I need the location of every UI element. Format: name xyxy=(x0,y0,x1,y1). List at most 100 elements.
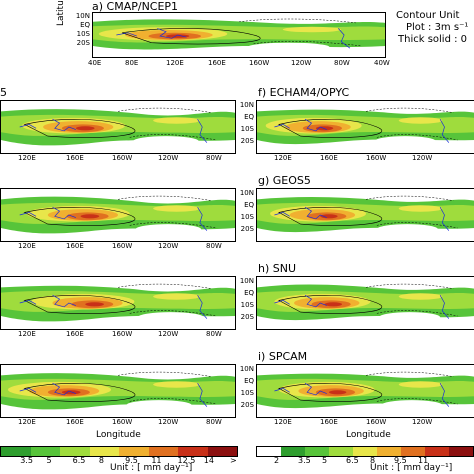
x-tick: 120W xyxy=(412,418,433,426)
coastline xyxy=(440,207,449,230)
contour-dashed xyxy=(377,223,458,228)
precip-itcz xyxy=(153,381,200,388)
x-tick: 160E xyxy=(320,154,338,162)
coastline xyxy=(20,119,76,131)
coastline xyxy=(198,383,207,406)
colorbar-swatch xyxy=(329,447,353,456)
contour-dashed xyxy=(118,196,212,201)
dry-region xyxy=(379,312,441,323)
lat-tick: 10S xyxy=(240,389,254,397)
x-tick: 160W xyxy=(112,418,133,426)
x-tick: 120W xyxy=(412,154,433,162)
x-tick: 40E xyxy=(88,59,102,67)
contour-dashed xyxy=(377,399,458,404)
lat-tick: 20S xyxy=(240,313,254,321)
lat-tick: EQ xyxy=(80,21,90,29)
x-tick: 160E xyxy=(66,242,84,250)
x-tick: 160E xyxy=(66,154,84,162)
lat-tick: 10S xyxy=(240,213,254,221)
x-tick: 160W xyxy=(366,154,387,162)
colorbar-left xyxy=(0,446,238,457)
map-panel-c xyxy=(0,188,236,242)
x-tick: 160W xyxy=(112,330,133,338)
colorbar-tick-label: 5 xyxy=(322,456,328,465)
colorbar-tick-label: 8 xyxy=(370,456,376,465)
unit-label-left: Unit : [ mm day⁻¹] xyxy=(110,463,193,473)
x-tick: 120E xyxy=(274,154,292,162)
x-tick: 120W xyxy=(291,59,312,67)
colorbar-tick-label: 6.5 xyxy=(346,456,359,465)
x-tick: 120E xyxy=(18,242,36,250)
contour-dashed xyxy=(377,311,458,316)
dry-region xyxy=(420,105,465,113)
dry-region xyxy=(176,281,224,289)
map-panel-b xyxy=(0,100,236,154)
colorbar-tick-label: 11 xyxy=(151,456,162,465)
colorbar-swatch xyxy=(119,447,149,456)
dry-region xyxy=(420,369,465,377)
contour-dashed xyxy=(118,372,212,377)
coastline xyxy=(440,119,449,142)
coastline xyxy=(338,28,350,48)
contour-solid xyxy=(24,383,135,401)
contour-solid xyxy=(279,207,382,225)
colorbar-tick-label: 3.5 xyxy=(298,456,311,465)
x-tick: 80E xyxy=(125,59,139,67)
dry-region xyxy=(176,369,224,377)
contour-note-line: Plot : 3m s⁻¹ xyxy=(406,22,469,33)
dry-region xyxy=(135,224,202,235)
lat-tick: 10S xyxy=(240,301,254,309)
dry-region xyxy=(176,105,224,113)
map-panel-i xyxy=(256,364,474,418)
panel-title-f: f) ECHAM4/OPYC xyxy=(258,86,350,99)
map-panel-d xyxy=(0,276,236,330)
colorbar-swatch xyxy=(148,447,178,456)
dry-region xyxy=(126,400,192,411)
x-tick: 120W xyxy=(158,242,179,250)
contour-dashed xyxy=(130,399,217,404)
map-panel-a xyxy=(92,12,386,58)
x-tick: 40W xyxy=(374,59,390,67)
coastline xyxy=(20,295,76,307)
contour-dashed xyxy=(366,372,453,377)
dry-region xyxy=(420,193,465,201)
x-tick: 160W xyxy=(112,154,133,162)
contour-solid xyxy=(279,295,382,313)
x-tick: 120E xyxy=(18,418,36,426)
colorbar-swatch xyxy=(257,447,281,456)
x-tick: 120E xyxy=(18,330,36,338)
colorbar-tick-label: > xyxy=(230,456,237,465)
x-axis-label: Longitude xyxy=(346,430,391,440)
x-tick: 160W xyxy=(249,59,270,67)
x-tick: 160E xyxy=(66,418,84,426)
dry-region xyxy=(381,400,443,411)
x-tick: 120W xyxy=(158,418,179,426)
precip-itcz xyxy=(153,117,200,124)
panel-title-g: g) GEOS5 xyxy=(258,174,311,187)
dry-region xyxy=(312,16,371,23)
contour-solid xyxy=(279,383,382,401)
colorbar-swatch xyxy=(178,447,208,456)
x-tick: 160W xyxy=(366,418,387,426)
panel-title-b: 5 xyxy=(0,86,7,99)
colorbar-tick-label: 8 xyxy=(98,456,104,465)
colorbar-tick-label: 12.5 xyxy=(177,456,196,465)
colorbar-swatch xyxy=(30,447,60,456)
colorbar-right xyxy=(256,446,474,457)
lat-tick: 10N xyxy=(239,365,254,373)
panel-title-a: a) CMAP/NCEP1 xyxy=(92,0,179,13)
x-tick: 120E xyxy=(18,154,36,162)
contour-note-line: Contour Unit xyxy=(396,10,460,21)
colorbar-tick-label: 3.5 xyxy=(20,456,33,465)
contour-solid xyxy=(279,119,382,137)
x-tick: 80W xyxy=(334,59,350,67)
x-tick: 160E xyxy=(320,418,338,426)
x-tick: 120E xyxy=(166,59,184,67)
precip-core-dark xyxy=(85,302,104,307)
lat-tick: 10S xyxy=(240,125,254,133)
unit-label-right: Unit : [ mm day⁻¹] xyxy=(370,463,453,473)
colorbar-swatch xyxy=(60,447,90,456)
contour-solid xyxy=(122,28,260,44)
precip-itcz xyxy=(153,293,200,300)
colorbar-swatch xyxy=(425,447,449,456)
